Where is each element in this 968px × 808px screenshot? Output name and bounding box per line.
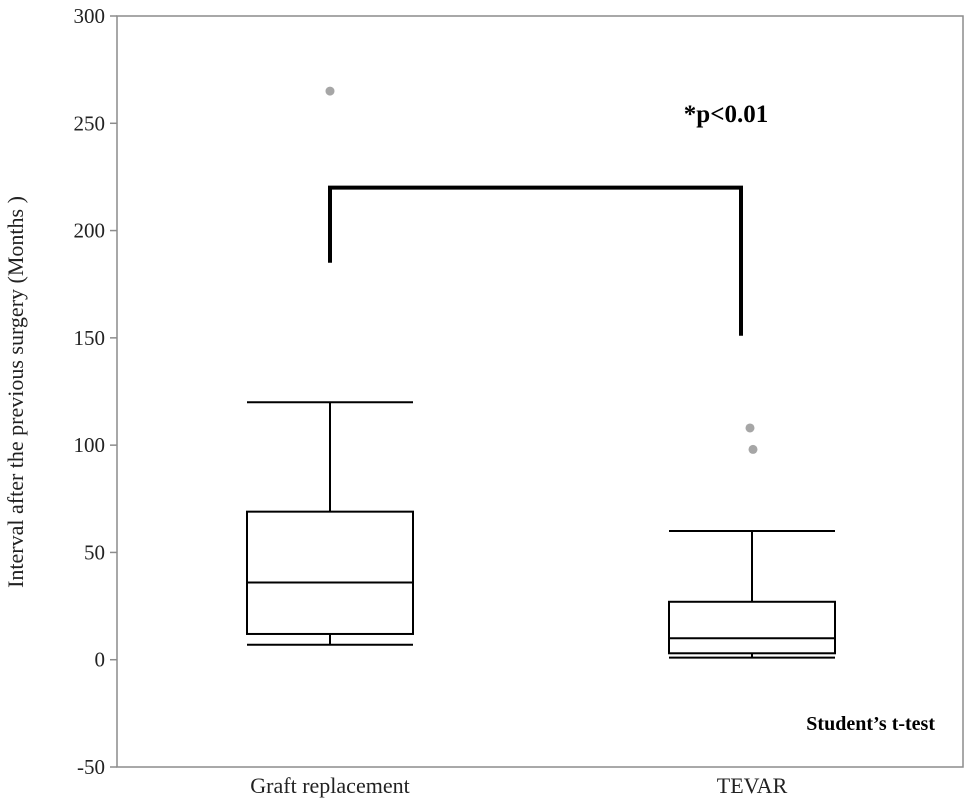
y-tick-label: 300 bbox=[74, 4, 106, 28]
y-tick-label: 250 bbox=[74, 111, 106, 135]
box-plots bbox=[246, 401, 836, 659]
outlier-point bbox=[745, 423, 755, 433]
y-tick-label: 0 bbox=[95, 648, 106, 672]
iqr-box bbox=[246, 510, 414, 635]
significance-label: *p<0.01 bbox=[684, 101, 768, 128]
test-label: Student’s t-test bbox=[806, 713, 935, 735]
y-axis-label: Interval after the previous surgery (Mon… bbox=[3, 196, 28, 588]
plot-frame bbox=[116, 15, 964, 768]
iqr-box bbox=[668, 600, 836, 655]
x-axis-labels: Graft replacement TEVAR bbox=[250, 773, 787, 798]
y-tick-label: -50 bbox=[77, 755, 105, 779]
y-tick-label: 50 bbox=[84, 540, 105, 564]
y-tick-label: 100 bbox=[74, 433, 106, 457]
x-category-label: Graft replacement bbox=[250, 773, 409, 798]
significance-bracket bbox=[328, 185, 743, 336]
y-tick-label: 200 bbox=[74, 219, 106, 243]
y-axis-ticks: -50 0 50 100 150 200 250 300 bbox=[74, 4, 117, 779]
outlier-point bbox=[748, 444, 758, 454]
bracket-line bbox=[328, 185, 743, 336]
outlier-points bbox=[325, 86, 758, 454]
outlier-point bbox=[325, 86, 335, 96]
y-tick-label: 150 bbox=[74, 326, 106, 350]
x-category-label: TEVAR bbox=[717, 773, 788, 798]
